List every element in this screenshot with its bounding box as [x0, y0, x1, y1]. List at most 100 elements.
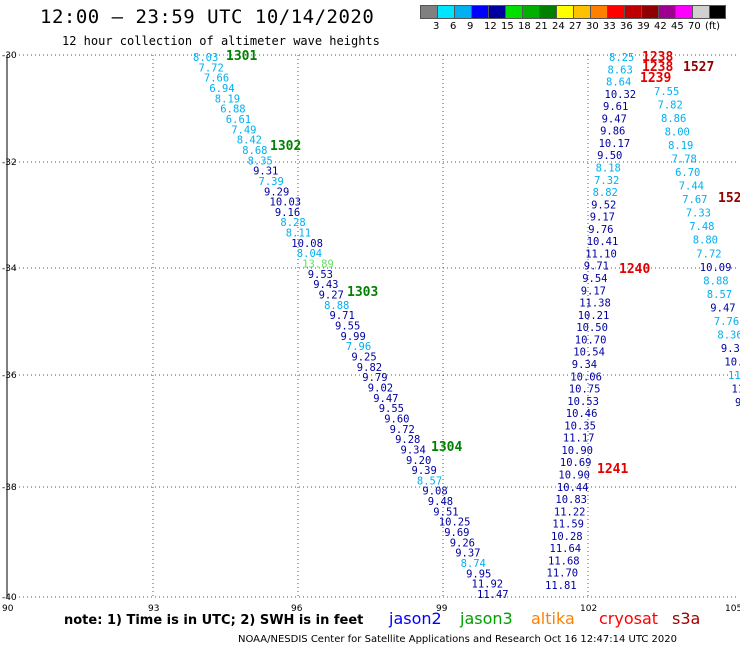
s3a-swh-value: 7.78 — [672, 154, 697, 166]
pass-time-label: 1240 — [619, 262, 650, 277]
jason3-swh-value: 8.57 — [417, 475, 442, 487]
legend-swatch — [522, 5, 539, 19]
jason3-swh-value: 9.95 — [466, 568, 491, 580]
y-tick-label: -40 — [2, 593, 17, 603]
s3a-swh-value: 7.33 — [686, 208, 711, 220]
chart-subtitle: 12 hour collection of altimeter wave hei… — [62, 34, 380, 48]
x-tick-label: 96 — [291, 604, 303, 614]
jason3-swh-value: 9.43 — [313, 279, 338, 291]
jason3-swh-value: 9.48 — [428, 496, 453, 508]
s3a-swh-value: 7.55 — [654, 86, 679, 98]
legend-label: 45 — [671, 21, 684, 32]
legend-jason3: jason3 — [460, 609, 513, 628]
cryosat-swh-value: 10.41 — [587, 236, 619, 248]
s3a-swh-value: 9 — [735, 397, 740, 409]
jason3-swh-value: 9.08 — [422, 486, 447, 498]
legend-swatch — [471, 5, 488, 19]
legend-label: 9 — [467, 21, 474, 32]
jason3-swh-value: 10.08 — [291, 238, 323, 250]
cryosat-swh-value: 9.54 — [582, 273, 607, 285]
color-legend: 3 6 9 12 15 18 21 24 27 30 33 36 39 42 45 70 (ft) — [420, 5, 726, 33]
cryosat-swh-value: 10.32 — [605, 89, 637, 101]
s3a-swh-value: 11 — [728, 370, 740, 382]
jason3-swh-value: 10.25 — [439, 517, 471, 529]
s3a-swh-value: 6.70 — [675, 167, 700, 179]
s3a-swh-value: 8.36 — [717, 329, 740, 341]
legend-label: 27 — [569, 21, 582, 32]
s3a-swh-value: 7.44 — [679, 181, 704, 193]
jason3-swh-value: 8.68 — [242, 145, 267, 157]
cryosat-swh-value: 11.59 — [552, 519, 584, 531]
s3a-swh-value: 9.3 — [721, 343, 740, 355]
jason3-swh-value: 9.27 — [319, 290, 344, 302]
cryosat-swh-value: 11.64 — [550, 543, 582, 555]
pass-time-label: 152 — [718, 191, 740, 206]
jason3-swh-value: 9.51 — [433, 506, 458, 518]
cryosat-swh-value: 8.25 — [609, 52, 634, 64]
jason3-swh-value: 7.49 — [231, 124, 256, 136]
jason3-swh-value: 9.34 — [401, 444, 426, 456]
pass-time-label: 1304 — [431, 440, 462, 455]
cryosat-swh-value: 9.17 — [590, 212, 615, 224]
jason3-swh-value: 9.20 — [406, 455, 431, 467]
cryosat-swh-value: 8.64 — [606, 77, 631, 89]
jason3-swh-value: 8.35 — [248, 155, 273, 167]
x-tick-label: 99 — [436, 604, 448, 614]
jason3-swh-value: 8.74 — [461, 558, 486, 570]
cryosat-swh-value: 11.22 — [554, 506, 586, 518]
jason3-swh-value: 7.66 — [204, 73, 229, 85]
legend-label: 6 — [450, 21, 457, 32]
s3a-swh-value: 8.00 — [665, 127, 690, 139]
pass-time-label: 1301 — [226, 49, 257, 64]
s3a-swh-value: 8.88 — [703, 275, 728, 287]
x-tick-label: 105 — [725, 604, 740, 614]
pass-time-label: 1527 — [683, 60, 714, 75]
x-tick-label: 90 — [2, 604, 14, 614]
cryosat-swh-value: 10.06 — [570, 371, 602, 383]
legend-label: 15 — [501, 21, 514, 32]
legend-swatch — [420, 5, 437, 19]
y-tick-label: -38 — [2, 483, 17, 493]
legend-label: 24 — [552, 21, 565, 32]
s3a-swh-value: 8.86 — [661, 113, 686, 125]
x-tick-label: 102 — [580, 604, 597, 614]
jason3-swh-value: 9.82 — [357, 362, 382, 374]
cryosat-swh-value: 8.63 — [608, 64, 633, 76]
jason3-swh-value: 8.19 — [215, 93, 240, 105]
legend-swatch — [607, 5, 624, 19]
jason3-swh-value: 8.28 — [280, 217, 305, 229]
legend-label: 42 — [654, 21, 667, 32]
cryosat-swh-value: 10.90 — [561, 445, 593, 457]
pass-time-label: 1241 — [597, 462, 628, 477]
legend-swatch — [539, 5, 556, 19]
cryosat-swh-value: 9.52 — [591, 199, 616, 211]
cryosat-swh-value: 10.46 — [566, 408, 598, 420]
cryosat-swh-value: 9.71 — [584, 261, 609, 273]
s3a-swh-value: 7.72 — [696, 248, 721, 260]
jason3-swh-value: 9.16 — [275, 207, 300, 219]
legend-swatch — [658, 5, 675, 19]
legend-swatch — [675, 5, 692, 19]
legend-swatches — [420, 5, 726, 19]
pass-time-label: 1238 — [642, 50, 673, 65]
s3a-swh-value: 8.57 — [707, 289, 732, 301]
jason3-swh-value: 9.55 — [335, 321, 360, 333]
legend-swatch — [437, 5, 454, 19]
pass-time-label: 1303 — [347, 285, 378, 300]
s3a-swh-value: 10.09 — [700, 262, 732, 274]
jason3-swh-value: 8.42 — [237, 135, 262, 147]
legend-altika: altika — [531, 609, 575, 628]
s3a-swh-value: 8.19 — [668, 140, 693, 152]
y-tick-label: -36 — [2, 371, 17, 381]
cryosat-swh-value: 9.86 — [600, 126, 625, 138]
pass-time-label: 1238 — [642, 60, 673, 75]
y-tick-label: -32 — [2, 158, 17, 168]
jason3-swh-value: 10.03 — [270, 197, 302, 209]
cryosat-swh-value: 9.47 — [602, 113, 627, 125]
cryosat-swh-value: 10.44 — [557, 482, 589, 494]
cryosat-swh-value: 10.53 — [567, 396, 599, 408]
legend-label: 30 — [586, 21, 599, 32]
legend-label: 33 — [603, 21, 616, 32]
jason3-swh-value: 6.88 — [220, 104, 245, 116]
pass-time-label: 1302 — [270, 139, 301, 154]
